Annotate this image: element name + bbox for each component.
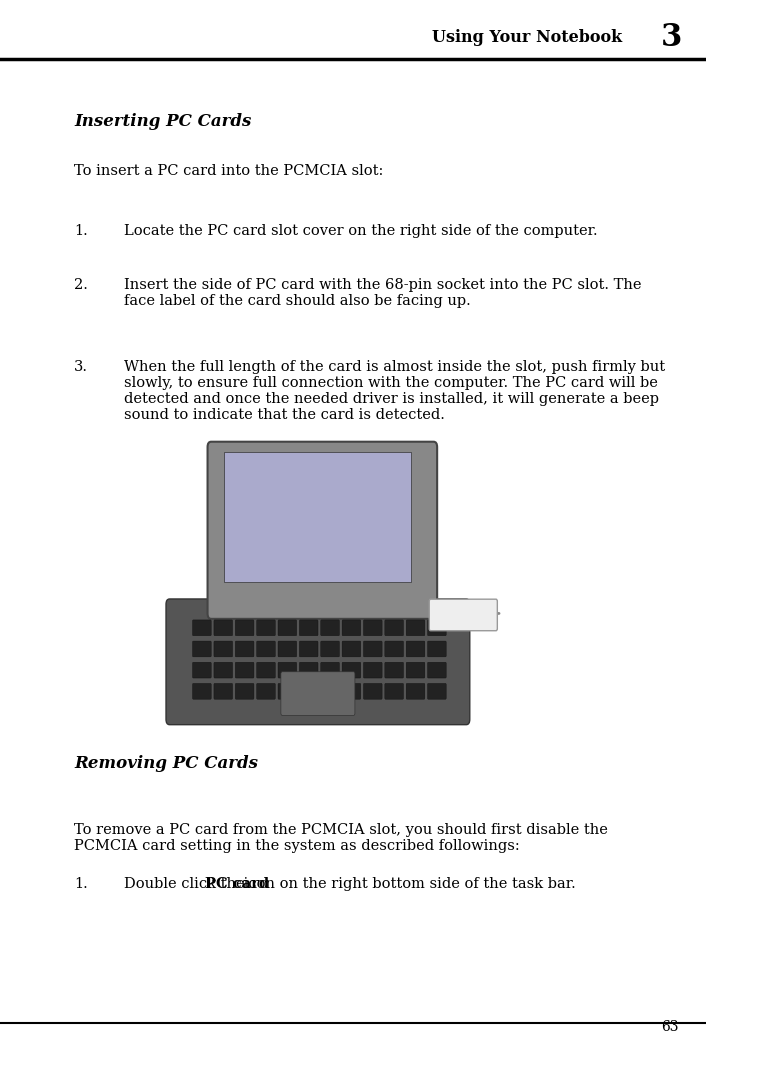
FancyBboxPatch shape bbox=[256, 620, 275, 636]
FancyBboxPatch shape bbox=[193, 684, 212, 699]
FancyBboxPatch shape bbox=[299, 642, 318, 657]
FancyBboxPatch shape bbox=[256, 684, 275, 699]
Text: Inserting PC Cards: Inserting PC Cards bbox=[74, 112, 252, 130]
FancyBboxPatch shape bbox=[299, 620, 318, 636]
Text: Double click the: Double click the bbox=[123, 877, 249, 891]
FancyBboxPatch shape bbox=[320, 662, 339, 678]
FancyBboxPatch shape bbox=[406, 642, 425, 657]
Text: icon on the right bottom side of the task bar.: icon on the right bottom side of the tas… bbox=[239, 877, 575, 891]
FancyBboxPatch shape bbox=[385, 642, 403, 657]
FancyBboxPatch shape bbox=[342, 642, 361, 657]
FancyBboxPatch shape bbox=[281, 672, 355, 715]
FancyBboxPatch shape bbox=[235, 620, 254, 636]
FancyBboxPatch shape bbox=[278, 684, 297, 699]
Text: PC card: PC card bbox=[205, 877, 269, 891]
FancyBboxPatch shape bbox=[364, 684, 382, 699]
Text: 1.: 1. bbox=[74, 224, 88, 238]
FancyBboxPatch shape bbox=[256, 662, 275, 678]
Text: Insert the side of PC card with the 68-pin socket into the PC slot. The
face lab: Insert the side of PC card with the 68-p… bbox=[123, 278, 641, 308]
FancyBboxPatch shape bbox=[214, 684, 233, 699]
FancyBboxPatch shape bbox=[428, 620, 446, 636]
FancyBboxPatch shape bbox=[224, 453, 412, 582]
FancyBboxPatch shape bbox=[385, 620, 403, 636]
FancyBboxPatch shape bbox=[214, 642, 233, 657]
FancyBboxPatch shape bbox=[208, 442, 437, 619]
FancyBboxPatch shape bbox=[193, 620, 212, 636]
FancyBboxPatch shape bbox=[428, 642, 446, 657]
FancyBboxPatch shape bbox=[214, 662, 233, 678]
Text: 63: 63 bbox=[661, 1020, 678, 1034]
Text: 3.: 3. bbox=[74, 360, 88, 374]
FancyBboxPatch shape bbox=[320, 620, 339, 636]
FancyBboxPatch shape bbox=[364, 620, 382, 636]
FancyBboxPatch shape bbox=[278, 620, 297, 636]
FancyBboxPatch shape bbox=[385, 662, 403, 678]
FancyBboxPatch shape bbox=[429, 599, 498, 631]
FancyBboxPatch shape bbox=[166, 599, 470, 725]
Text: 3: 3 bbox=[661, 22, 682, 53]
FancyBboxPatch shape bbox=[278, 642, 297, 657]
Text: To remove a PC card from the PCMCIA slot, you should first disable the
PCMCIA ca: To remove a PC card from the PCMCIA slot… bbox=[74, 823, 608, 853]
Text: To insert a PC card into the PCMCIA slot:: To insert a PC card into the PCMCIA slot… bbox=[74, 164, 384, 178]
Text: 1.: 1. bbox=[74, 877, 88, 891]
FancyBboxPatch shape bbox=[193, 662, 212, 678]
FancyBboxPatch shape bbox=[235, 662, 254, 678]
FancyBboxPatch shape bbox=[299, 662, 318, 678]
FancyBboxPatch shape bbox=[320, 642, 339, 657]
Text: Removing PC Cards: Removing PC Cards bbox=[74, 755, 258, 772]
FancyBboxPatch shape bbox=[299, 684, 318, 699]
FancyBboxPatch shape bbox=[235, 642, 254, 657]
FancyBboxPatch shape bbox=[364, 662, 382, 678]
Text: Locate the PC card slot cover on the right side of the computer.: Locate the PC card slot cover on the rig… bbox=[123, 224, 597, 238]
FancyBboxPatch shape bbox=[235, 684, 254, 699]
FancyBboxPatch shape bbox=[342, 662, 361, 678]
FancyBboxPatch shape bbox=[342, 684, 361, 699]
FancyBboxPatch shape bbox=[406, 684, 425, 699]
FancyBboxPatch shape bbox=[256, 642, 275, 657]
FancyBboxPatch shape bbox=[278, 662, 297, 678]
FancyBboxPatch shape bbox=[428, 684, 446, 699]
FancyBboxPatch shape bbox=[406, 662, 425, 678]
FancyBboxPatch shape bbox=[320, 684, 339, 699]
FancyBboxPatch shape bbox=[428, 662, 446, 678]
Text: Using Your Notebook: Using Your Notebook bbox=[431, 29, 622, 46]
FancyBboxPatch shape bbox=[364, 642, 382, 657]
FancyBboxPatch shape bbox=[214, 620, 233, 636]
FancyBboxPatch shape bbox=[406, 620, 425, 636]
FancyBboxPatch shape bbox=[385, 684, 403, 699]
Text: When the full length of the card is almost inside the slot, push firmly but
slow: When the full length of the card is almo… bbox=[123, 360, 665, 422]
Text: 2.: 2. bbox=[74, 278, 88, 292]
FancyBboxPatch shape bbox=[193, 642, 212, 657]
FancyBboxPatch shape bbox=[342, 620, 361, 636]
